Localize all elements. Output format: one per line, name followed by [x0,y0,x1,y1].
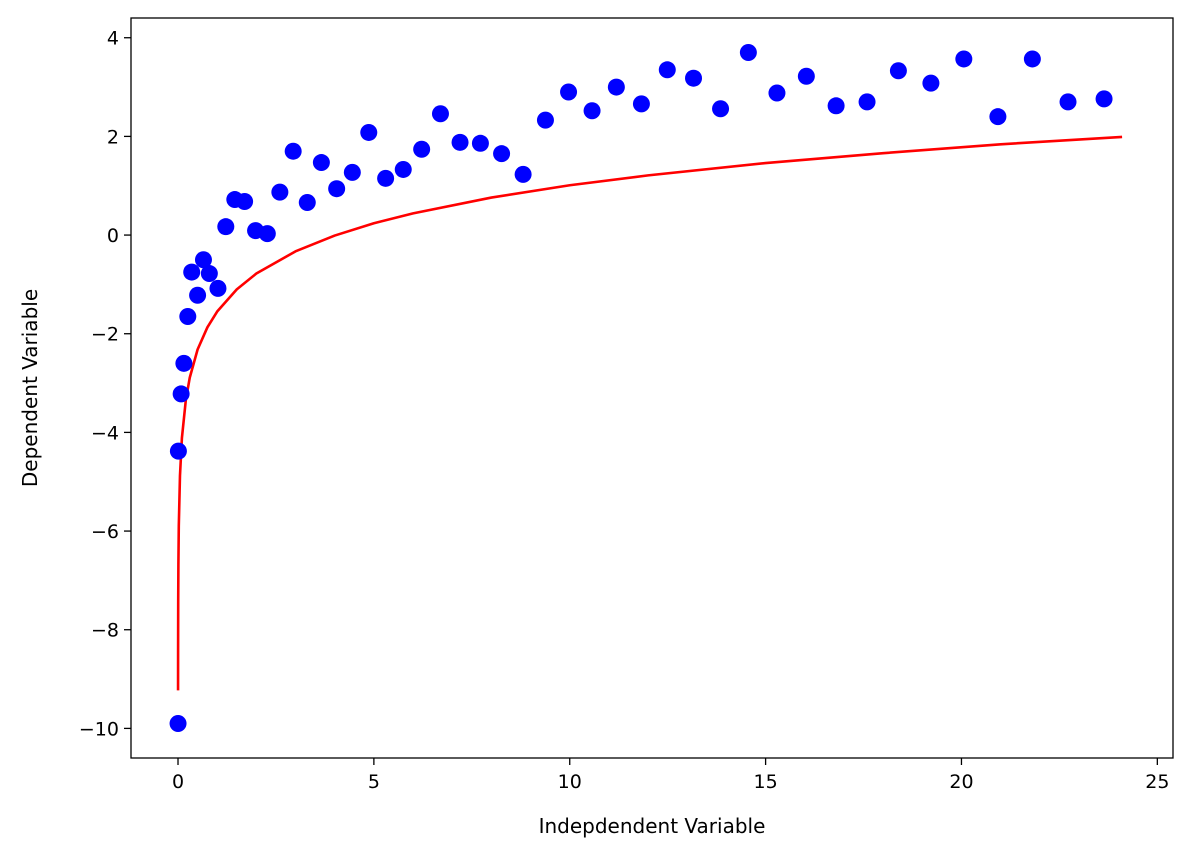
y-axis-label: Dependent Variable [18,289,42,487]
y-tick-label: −4 [91,422,119,444]
data-point [169,442,187,460]
data-point [658,61,676,79]
y-tick-label: 2 [107,126,119,148]
data-point [236,193,254,211]
y-tick-label: 0 [107,225,119,247]
x-tick-label: 10 [558,771,582,793]
x-tick-label: 15 [754,771,778,793]
data-point [343,163,361,181]
fit-line [176,135,1123,691]
y-tick-label: 4 [107,28,119,50]
data-point [560,83,578,101]
data-point [284,142,302,160]
data-point [1095,90,1113,108]
x-tick-label: 20 [949,771,973,793]
data-point [200,265,218,283]
data-point [858,93,876,111]
x-axis-ticks: 0 5 10 15 20 25 [172,758,1169,793]
data-point [194,251,212,269]
y-tick-label: −6 [91,521,119,543]
data-point [209,279,227,297]
y-tick-label: −2 [91,324,119,346]
data-point [183,263,201,281]
data-point [955,50,973,68]
data-point [179,307,197,325]
y-tick-label: −8 [91,620,119,642]
data-point [360,123,378,141]
data-point [712,100,730,118]
data-point [169,714,187,732]
data-point [394,160,412,178]
data-point [471,134,489,152]
data-point [632,95,650,113]
data-point [889,62,907,80]
data-point [217,218,235,236]
data-point [514,165,532,183]
data-point [271,183,289,201]
data-point [298,194,316,212]
plot-area [169,44,1123,732]
data-point [1059,93,1077,111]
data-point [258,225,276,243]
y-tick-label: −10 [79,718,119,740]
data-point [583,102,601,120]
data-point [175,354,193,372]
data-point [451,133,469,151]
data-point [922,74,940,92]
data-point [189,286,207,304]
data-point [493,145,511,163]
data-point [328,180,346,198]
data-point [413,140,431,158]
data-point [536,111,554,129]
data-point [685,69,703,87]
axes-frame [130,17,1174,759]
data-point [827,97,845,115]
data-point [607,78,625,96]
data-point [768,84,786,102]
data-point [312,154,330,172]
data-point [377,169,395,187]
data-point [739,44,757,62]
data-point [1023,50,1041,68]
y-axis-ticks: −10 −8 −6 −4 −2 0 2 4 [79,28,131,740]
x-tick-label: 0 [172,771,184,793]
x-tick-label: 25 [1145,771,1169,793]
data-point [989,108,1007,126]
x-tick-label: 5 [368,771,380,793]
x-axis-label: Indepdendent Variable [539,814,766,838]
data-point [431,105,449,123]
data-point [797,67,815,85]
data-point [172,385,190,403]
